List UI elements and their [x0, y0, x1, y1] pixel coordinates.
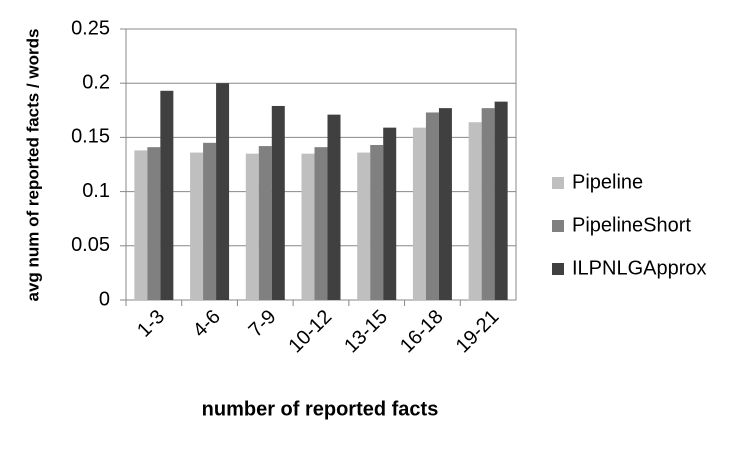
x-tick-label: 7-9: [245, 306, 281, 342]
bar: [425, 112, 439, 300]
y-tick-label: 0: [99, 288, 110, 310]
y-tick-label: 0.15: [71, 126, 110, 148]
bar: [494, 101, 508, 301]
x-tick-label: 10-12: [285, 306, 337, 358]
bar: [160, 90, 174, 301]
bar: [203, 142, 217, 300]
y-tick-label: 0.1: [82, 180, 110, 202]
y-tick-label: 0.05: [71, 234, 110, 256]
bar: [412, 127, 426, 300]
bar: [438, 108, 452, 300]
bar: [271, 105, 285, 301]
y-tick-label: 0.25: [71, 17, 110, 39]
legend-swatch: [552, 177, 564, 189]
bar: [147, 147, 161, 300]
x-tick-label: 13-15: [340, 306, 392, 358]
bar: [383, 127, 397, 300]
bar: [481, 108, 495, 300]
bar: [327, 114, 341, 300]
legend-label: ILPNLGApprox: [572, 257, 707, 279]
bar: [245, 153, 259, 300]
legend-swatch: [552, 220, 564, 232]
bar: [314, 147, 328, 300]
legend-label: PipelineShort: [572, 214, 691, 236]
x-tick-label: 16-18: [396, 306, 448, 358]
bar: [468, 122, 482, 300]
bar: [216, 83, 230, 300]
x-tick-label: 19-21: [452, 306, 504, 358]
y-axis-title: avg num of reported facts / words: [23, 29, 42, 302]
legend-swatch: [552, 263, 564, 275]
y-tick-label: 0.2: [82, 71, 110, 93]
bar: [370, 144, 384, 300]
legend-label: Pipeline: [572, 171, 643, 193]
x-tick-label: 1-3: [133, 306, 169, 342]
bar: [258, 146, 272, 300]
x-axis-title: number of reported facts: [202, 398, 439, 420]
bar: [301, 153, 315, 300]
x-tick-label: 4-6: [189, 306, 225, 342]
bar: [357, 152, 371, 300]
bar: [134, 150, 148, 300]
bar: [190, 152, 204, 300]
